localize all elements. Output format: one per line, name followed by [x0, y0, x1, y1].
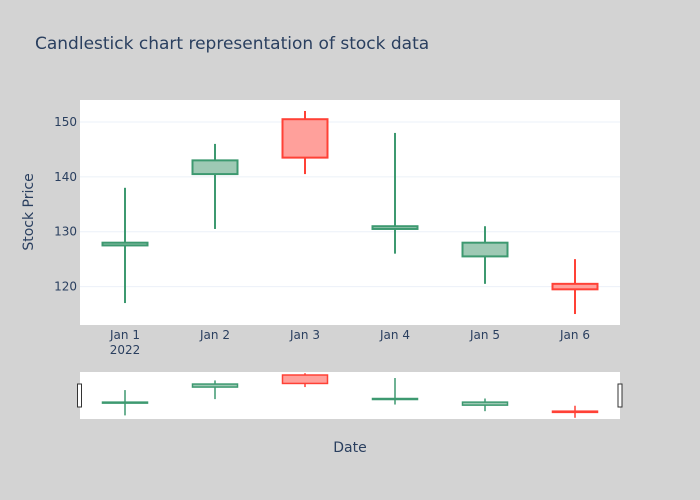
x-axis-ticks: Jan 1 Jan 2 Jan 3 Jan 4 Jan 5 Jan 6: [109, 328, 590, 342]
mini-candle: [281, 373, 329, 388]
y-tick-label: 140: [54, 170, 77, 184]
candles[interactable]: [101, 110, 599, 315]
y-axis-ticks: 120 130 140 150: [54, 115, 77, 294]
candle-body: [551, 282, 599, 291]
x-tick-label: Jan 1: [109, 328, 140, 342]
range-slider-right-handle[interactable]: [617, 383, 623, 408]
mini-candle: [461, 398, 509, 412]
candle-body: [461, 241, 509, 258]
mini-candle: [191, 380, 239, 400]
range-slider-left-handle[interactable]: [77, 383, 82, 408]
candle[interactable]: [461, 226, 509, 284]
mini-candle-body: [281, 374, 329, 385]
chart-title: Candlestick chart representation of stoc…: [35, 34, 430, 54]
mini-candle-body: [101, 401, 149, 404]
range-slider-background: [80, 372, 620, 419]
candle-body: [191, 159, 239, 176]
mini-candle-body: [191, 383, 239, 388]
gridlines: [80, 121, 620, 288]
range-slider[interactable]: [77, 372, 623, 419]
range-slider-candles: [101, 373, 599, 418]
mini-candle: [551, 405, 599, 418]
candle-body: [281, 118, 329, 159]
mini-candle-body: [551, 410, 599, 414]
y-tick-label: 130: [54, 225, 77, 239]
candle[interactable]: [371, 132, 419, 254]
candle[interactable]: [551, 259, 599, 315]
mini-candle: [371, 378, 419, 405]
x-tick-label: Jan 6: [559, 328, 590, 342]
candle[interactable]: [281, 110, 329, 175]
y-axis-title: Stock Price: [21, 173, 37, 250]
y-tick-label: 120: [54, 280, 77, 294]
y-tick-label: 150: [54, 115, 77, 129]
x-year-label: 2022: [110, 343, 141, 357]
x-tick-label: Jan 5: [469, 328, 500, 342]
candle-body: [101, 241, 149, 247]
x-tick-label: Jan 4: [379, 328, 410, 342]
plot-area: [80, 100, 620, 325]
mini-candle: [101, 390, 149, 416]
candle[interactable]: [101, 187, 149, 304]
candle-body: [371, 225, 419, 230]
x-tick-label: Jan 2: [199, 328, 230, 342]
x-tick-label: Jan 3: [289, 328, 320, 342]
candle[interactable]: [191, 143, 239, 229]
x-axis-title: Date: [333, 440, 366, 456]
mini-candle-body: [371, 397, 419, 401]
mini-candle-body: [461, 401, 509, 406]
